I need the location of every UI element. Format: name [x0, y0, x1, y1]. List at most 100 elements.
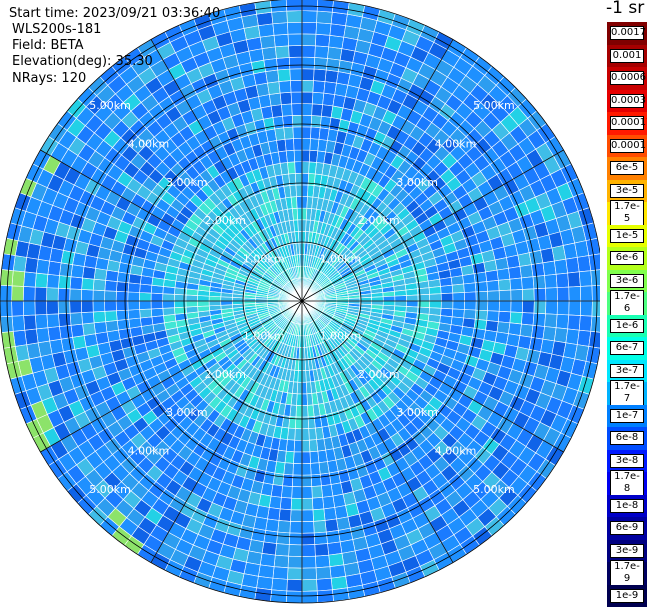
- range-gate-cell: [301, 509, 314, 522]
- range-gate-cell: [258, 94, 272, 109]
- range-gate-cell: [440, 284, 454, 295]
- range-gate-cell: [508, 322, 522, 336]
- colorbar-swatch: 1e-5: [607, 224, 647, 247]
- range-gate-cell: [301, 486, 313, 499]
- range-gate-cell: [308, 439, 319, 453]
- range-gate-cell: [298, 231, 303, 244]
- range-gate-cell: [555, 314, 570, 330]
- range-gate-cell: [323, 507, 337, 521]
- colorbar-tick-label: 1.7e-6: [610, 290, 644, 317]
- range-gate-cell: [92, 300, 106, 313]
- range-gate-cell: [359, 297, 372, 302]
- range-gate-cell: [46, 287, 59, 302]
- range-gate-cell: [265, 69, 280, 84]
- range-gate-cell: [327, 46, 343, 61]
- range-gate-cell: [588, 331, 600, 349]
- range-gate-cell: [450, 275, 465, 286]
- colorbar-swatch: 0.0003: [607, 89, 647, 112]
- range-gate-cell: [311, 103, 323, 117]
- range-gate-cell: [348, 297, 361, 302]
- range-gate-cell: [329, 564, 346, 579]
- colorbar-tick-label: 1e-5: [610, 228, 644, 243]
- range-gate-cell: [580, 300, 593, 317]
- range-gate-cell: [580, 285, 593, 302]
- colorbar-swatch: 1e-6: [607, 314, 647, 337]
- range-gate-cell: [498, 278, 512, 291]
- range-gate-cell: [565, 257, 580, 274]
- range-gate-cell: [274, 127, 286, 141]
- range-gate-cell: [325, 58, 341, 72]
- range-gate-cell: [286, 579, 303, 592]
- colorbar-swatch: 3e-7: [607, 359, 647, 382]
- range-gate-cell: [315, 566, 332, 580]
- range-gate-cell: [298, 242, 303, 255]
- range-gate-cell: [473, 271, 488, 284]
- range-gate-cell: [332, 493, 346, 508]
- range-gate-cell: [475, 300, 489, 312]
- range-gate-cell: [310, 126, 321, 140]
- range-gate-cell: [519, 264, 534, 279]
- range-gate-cell: [287, 567, 303, 581]
- range-gate-cell: [162, 293, 175, 302]
- range-gate-cell: [273, 33, 289, 48]
- range-gate-cell: [301, 532, 316, 546]
- range-gate-cell: [292, 126, 303, 139]
- range-gate-cell: [297, 219, 303, 232]
- range-ring-label: 3.00km: [166, 176, 208, 189]
- range-gate-cell: [162, 307, 176, 316]
- range-gate-cell: [296, 196, 303, 209]
- range-gate-cell: [325, 530, 341, 544]
- range-gate-cell: [301, 68, 315, 81]
- range-gate-cell: [316, 0, 334, 13]
- range-gate-cell: [301, 474, 313, 488]
- range-gate-cell: [81, 311, 95, 325]
- range-gate-cell: [451, 283, 465, 294]
- range-gate-cell: [285, 149, 296, 163]
- range-gate-cell: [310, 115, 322, 129]
- range-gate-cell: [521, 276, 535, 290]
- range-gate-cell: [313, 520, 327, 534]
- range-gate-cell: [268, 92, 282, 107]
- range-gate-cell: [34, 272, 49, 288]
- range-gate-cell: [69, 276, 83, 290]
- range-gate-cell: [301, 56, 316, 70]
- range-gate-cell: [35, 327, 50, 344]
- range-gate-cell: [139, 300, 152, 310]
- range-gate-cell: [243, 300, 256, 305]
- range-gate-cell: [272, 22, 289, 36]
- range-gate-cell: [545, 300, 558, 315]
- range-gate-cell: [309, 138, 320, 152]
- range-gate-cell: [464, 291, 477, 302]
- range-gate-cell: [104, 300, 117, 312]
- range-gate-cell: [487, 300, 500, 312]
- range-gate-cell: [11, 315, 26, 332]
- instrument-text: WLS200s-181: [12, 22, 102, 37]
- range-gate-cell: [139, 308, 153, 319]
- range-gate-cell: [80, 300, 94, 313]
- range-gate-cell: [486, 310, 500, 322]
- range-gate-cell: [93, 321, 108, 335]
- range-gate-cell: [301, 521, 315, 534]
- range-gate-cell: [329, 23, 346, 38]
- range-gate-cell: [294, 161, 303, 174]
- range-gate-cell: [70, 323, 85, 338]
- range-gate-cell: [301, 45, 316, 58]
- range-gate-cell: [301, 149, 311, 163]
- range-gate-cell: [591, 284, 600, 302]
- range-gate-cell: [23, 271, 37, 288]
- range-gate-cell: [290, 509, 303, 522]
- range-gate-cell: [259, 34, 276, 49]
- range-gate-cell: [232, 300, 245, 305]
- range-gate-cell: [577, 329, 592, 347]
- range-gate-cell: [197, 295, 210, 302]
- range-gate-cell: [314, 543, 330, 557]
- range-gate-cell: [301, 555, 317, 569]
- range-gate-cell: [22, 300, 36, 316]
- range-gate-cell: [522, 288, 535, 302]
- range-gate-cell: [312, 80, 326, 94]
- range-gate-cell: [272, 566, 289, 580]
- range-gate-cell: [151, 315, 165, 325]
- colorbar-tick-label: 3e-8: [610, 453, 644, 468]
- colorbar-tick-label: 1.7e-8: [610, 470, 644, 497]
- range-gate-cell: [23, 314, 37, 331]
